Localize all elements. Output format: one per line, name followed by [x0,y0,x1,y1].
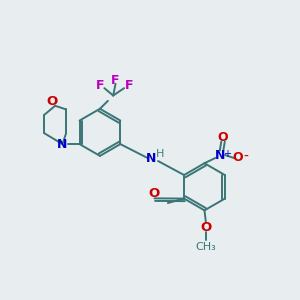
Text: CH₃: CH₃ [196,242,216,252]
Text: O: O [149,187,160,200]
Text: H: H [156,149,165,159]
Text: O: O [218,131,228,144]
Text: F: F [96,79,104,92]
Text: +: + [223,148,231,158]
Text: F: F [111,74,120,87]
Text: N: N [146,152,156,166]
Text: O: O [46,95,58,108]
Text: O: O [200,220,211,234]
Text: N: N [214,148,225,161]
Text: N: N [57,138,68,151]
Text: O: O [233,152,243,164]
Text: -: - [244,149,249,164]
Text: F: F [125,79,134,92]
